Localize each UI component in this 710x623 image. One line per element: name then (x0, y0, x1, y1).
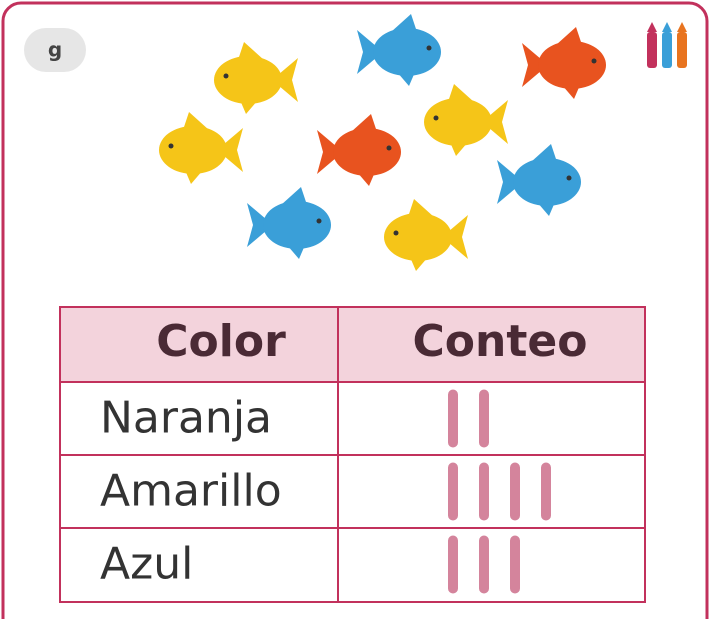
header-cell: Color (156, 316, 286, 367)
tally-mark (510, 462, 520, 521)
header-row (60, 307, 645, 382)
tally-mark (479, 535, 489, 594)
tally-mark (479, 389, 489, 448)
color-name: Azul (100, 539, 193, 590)
pencils-icon (647, 22, 687, 68)
tally-mark (448, 462, 458, 521)
tally-mark (448, 389, 458, 448)
tally-mark (479, 462, 489, 521)
badge-bg (24, 28, 86, 72)
badge: g (48, 38, 62, 62)
tally-mark (448, 535, 458, 594)
color-name: Naranja (100, 393, 272, 444)
color-name: Amarillo (100, 466, 282, 517)
header-cell: Conteo (413, 316, 588, 367)
tally-mark (541, 462, 551, 521)
tally-mark (510, 535, 520, 594)
tally-table: Color Conteo (59, 306, 646, 603)
